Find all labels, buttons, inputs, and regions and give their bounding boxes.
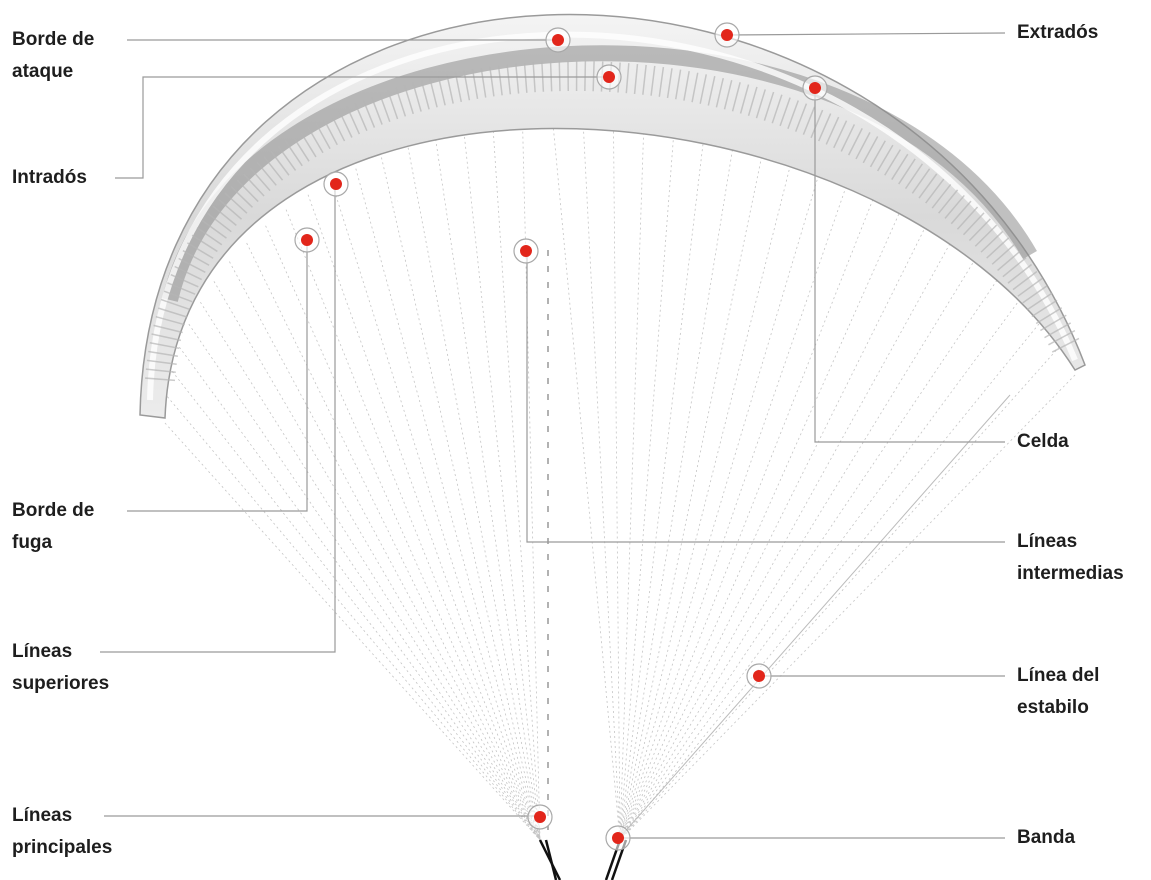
label-text: principales [12, 837, 112, 858]
suspension-line [188, 323, 541, 841]
suspension-line [167, 396, 541, 841]
suspension-line [619, 195, 908, 841]
label-text: ataque [12, 61, 73, 82]
suspension-line [619, 319, 1043, 841]
wing-intrados-band [162, 45, 1037, 302]
label-text: Líneas [12, 805, 72, 826]
suspension-line [200, 301, 541, 841]
label-text: estabilo [1017, 697, 1089, 718]
label-text: Líneas [12, 641, 72, 662]
marker-dot [330, 178, 342, 190]
suspension-line [619, 124, 706, 841]
leader-line [526, 251, 1005, 543]
leader-line [814, 88, 1005, 443]
suspension-line [619, 137, 767, 841]
leader-line [100, 184, 336, 653]
suspension-line [619, 271, 1003, 841]
suspension-line [619, 155, 825, 841]
stabilo-line [621, 394, 1011, 836]
suspension-line [285, 209, 541, 841]
leader-line [127, 240, 308, 512]
label-text: Líneas [1017, 531, 1077, 552]
suspension-line [619, 374, 1076, 841]
marker-dot [301, 234, 313, 246]
suspension-line [619, 346, 1060, 841]
suspension-line [619, 145, 796, 841]
suspension-line [330, 180, 541, 841]
label-text: Intradós [12, 167, 87, 188]
leader-line [115, 76, 609, 179]
suspension-line [619, 129, 737, 841]
suspension-line [171, 371, 541, 841]
marker-dot [520, 245, 532, 257]
label-text: fuga [12, 532, 53, 553]
suspension-line [552, 118, 621, 841]
suspension-line [492, 126, 541, 841]
suspension-line [435, 139, 541, 841]
marker-dot [809, 82, 821, 94]
suspension-line [619, 167, 854, 841]
suspension-line [307, 194, 541, 841]
label-text: Borde de [12, 29, 94, 50]
label-text: Borde de [12, 500, 94, 521]
leader-line [726, 32, 1006, 36]
suspension-lines [164, 116, 1076, 841]
suspension-line [619, 212, 933, 841]
suspension-line [619, 250, 981, 841]
suspension-line [522, 121, 541, 841]
suspension-line [179, 346, 541, 841]
suspension-line [164, 422, 541, 841]
label-text: Línea del [1017, 665, 1099, 686]
wing [139, 13, 1086, 419]
marker-dot [753, 670, 765, 682]
label-text: intermedias [1017, 563, 1124, 584]
marker-dot [603, 71, 615, 83]
labels: Borde de ataque Intradós Borde de fuga Líneas… [12, 22, 1124, 858]
label-text: Extradós [1017, 22, 1098, 43]
suspension-line [246, 242, 541, 841]
suspension-line [619, 120, 676, 841]
suspension-line [619, 180, 881, 841]
marker-dot [534, 811, 546, 823]
suspension-line [381, 157, 541, 841]
suspension-line [265, 225, 541, 841]
suspension-line [355, 168, 541, 841]
label-text: Celda [1017, 431, 1069, 452]
marker-dot [721, 29, 733, 41]
marker-dot [552, 34, 564, 46]
suspension-line [619, 117, 645, 841]
label-text: Banda [1017, 827, 1076, 848]
suspension-line [613, 116, 621, 841]
suspension-line [463, 131, 541, 841]
suspension-line [582, 116, 621, 841]
label-text: superiores [12, 673, 109, 694]
suspension-line [619, 294, 1024, 841]
suspension-line [619, 230, 958, 841]
marker-dot [612, 832, 624, 844]
suspension-line [213, 281, 541, 841]
